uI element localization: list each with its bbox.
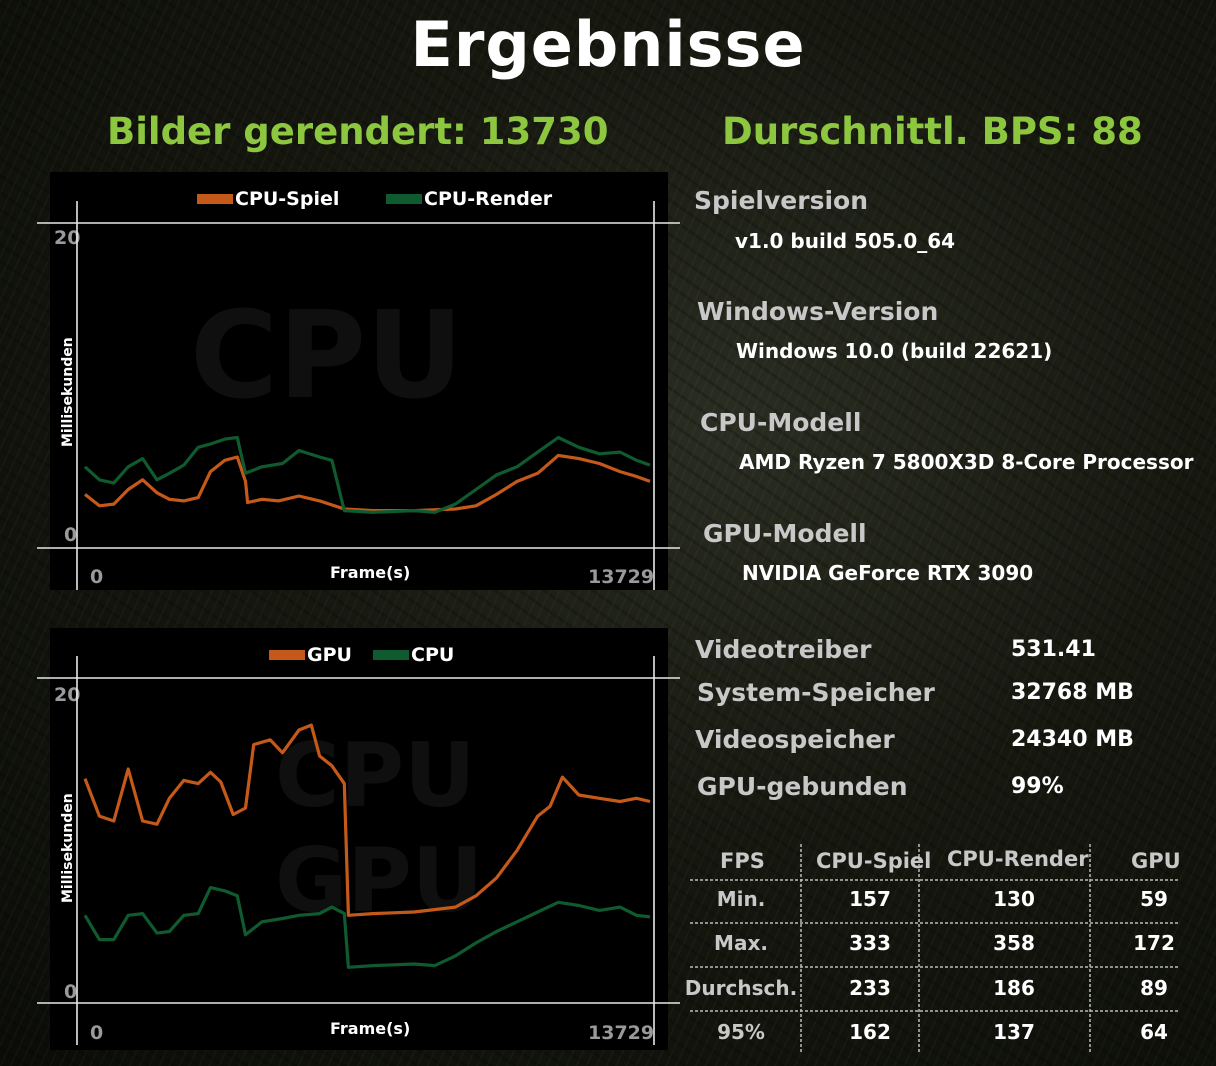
row-min-label: Min. bbox=[716, 887, 766, 911]
gpu-bound-value: 99% bbox=[1011, 774, 1064, 799]
cpu-render-header: CPU-Render bbox=[947, 847, 1089, 871]
series-line-cpu-render bbox=[83, 435, 651, 514]
cell-max-cpu-spiel: 333 bbox=[849, 931, 891, 955]
cpu-model-label: CPU-Modell bbox=[700, 408, 862, 437]
cell-min-cpu-spiel: 157 bbox=[849, 887, 891, 911]
cell-avg-cpu-render: 186 bbox=[993, 976, 1035, 1000]
series-line-cpu-spiel bbox=[84, 453, 651, 513]
x-axis-label: Frame(s) bbox=[330, 1019, 411, 1038]
x-axis-label: Frame(s) bbox=[330, 563, 411, 582]
x-tick-max: 13729 bbox=[588, 566, 655, 588]
legend-swatch bbox=[373, 650, 409, 660]
gpu-model-value: NVIDIA GeForce RTX 3090 bbox=[742, 561, 1034, 585]
cell-avg-cpu-spiel: 233 bbox=[849, 976, 891, 1000]
gpu-bound-label: GPU-gebunden bbox=[697, 772, 908, 801]
cell-95-cpu-spiel: 162 bbox=[849, 1020, 891, 1044]
series-line-cpu bbox=[83, 886, 651, 969]
series-line-gpu bbox=[83, 723, 651, 917]
legend-item-gpu: GPU bbox=[269, 644, 352, 666]
cell-95-gpu: 64 bbox=[1140, 1020, 1168, 1044]
legend-item-cpu: CPU bbox=[373, 644, 454, 666]
system-memory-value: 32768 MB bbox=[1011, 680, 1134, 705]
average-fps: Durschnittl. BPS: 88 bbox=[722, 110, 1143, 153]
legend-label: GPU bbox=[307, 644, 352, 666]
gpu-model-label: GPU-Modell bbox=[703, 519, 867, 548]
video-memory-label: Videospeicher bbox=[695, 725, 895, 754]
legend-swatch bbox=[197, 194, 233, 204]
legend-label: CPU bbox=[411, 644, 455, 666]
legend-label: CPU-Spiel bbox=[235, 188, 340, 210]
frames-rendered: Bilder gerendert: 13730 bbox=[107, 110, 609, 153]
gpu-chart-panel: CPU GPU GPU CPU 20 0 0 13729 Frame(s) Mi… bbox=[37, 628, 680, 1050]
chart-watermark: CPU bbox=[190, 287, 464, 426]
game-version-value: v1.0 build 505.0_64 bbox=[735, 229, 956, 253]
legend-item-cpu-spiel: CPU-Spiel bbox=[197, 188, 339, 210]
y-tick-max: 20 bbox=[54, 684, 81, 706]
gpu-header: GPU bbox=[1131, 849, 1181, 873]
legend-label: CPU-Render bbox=[424, 188, 553, 210]
cpu-model-value: AMD Ryzen 7 5800X3D 8-Core Processor bbox=[739, 450, 1194, 474]
cpu-chart-panel: CPU CPU-Spiel CPU-Render 20 0 0 13729 Fr… bbox=[37, 172, 680, 590]
system-memory-label: System-Speicher bbox=[697, 678, 935, 707]
fps-table-grid bbox=[690, 844, 1180, 1052]
cell-min-gpu: 59 bbox=[1140, 887, 1168, 911]
cpu-spiel-header: CPU-Spiel bbox=[816, 849, 932, 873]
row-max-label: Max. bbox=[714, 931, 768, 955]
cell-avg-gpu: 89 bbox=[1140, 976, 1168, 1000]
row-95-label: 95% bbox=[717, 1020, 765, 1044]
row-avg-label: Durchsch. bbox=[684, 976, 798, 1000]
x-tick-max: 13729 bbox=[588, 1022, 655, 1044]
cell-max-cpu-render: 358 bbox=[993, 931, 1035, 955]
cell-min-cpu-render: 130 bbox=[993, 887, 1035, 911]
windows-version-label: Windows-Version bbox=[697, 297, 939, 326]
cpu-chart-plot bbox=[37, 201, 680, 590]
windows-version-value: Windows 10.0 (build 22621) bbox=[736, 339, 1053, 363]
driver-value: 531.41 bbox=[1011, 637, 1096, 662]
video-memory-value: 24340 MB bbox=[1011, 727, 1134, 752]
game-version-label: Spielversion bbox=[694, 186, 868, 215]
legend-swatch bbox=[386, 194, 422, 204]
x-tick-min: 0 bbox=[90, 1022, 104, 1044]
cell-95-cpu-render: 137 bbox=[993, 1020, 1035, 1044]
driver-label: Videotreiber bbox=[695, 635, 872, 664]
legend-swatch bbox=[269, 650, 305, 660]
cell-max-gpu: 172 bbox=[1133, 931, 1175, 955]
legend-item-cpu-render: CPU-Render bbox=[386, 188, 552, 210]
fps-header: FPS bbox=[720, 849, 765, 873]
gpu-chart-plot bbox=[37, 656, 680, 1045]
y-tick-min: 0 bbox=[64, 524, 78, 546]
page-title: Ergebnisse bbox=[410, 8, 806, 81]
y-tick-max: 20 bbox=[54, 227, 81, 249]
x-tick-min: 0 bbox=[90, 566, 104, 588]
y-tick-min: 0 bbox=[64, 981, 78, 1003]
